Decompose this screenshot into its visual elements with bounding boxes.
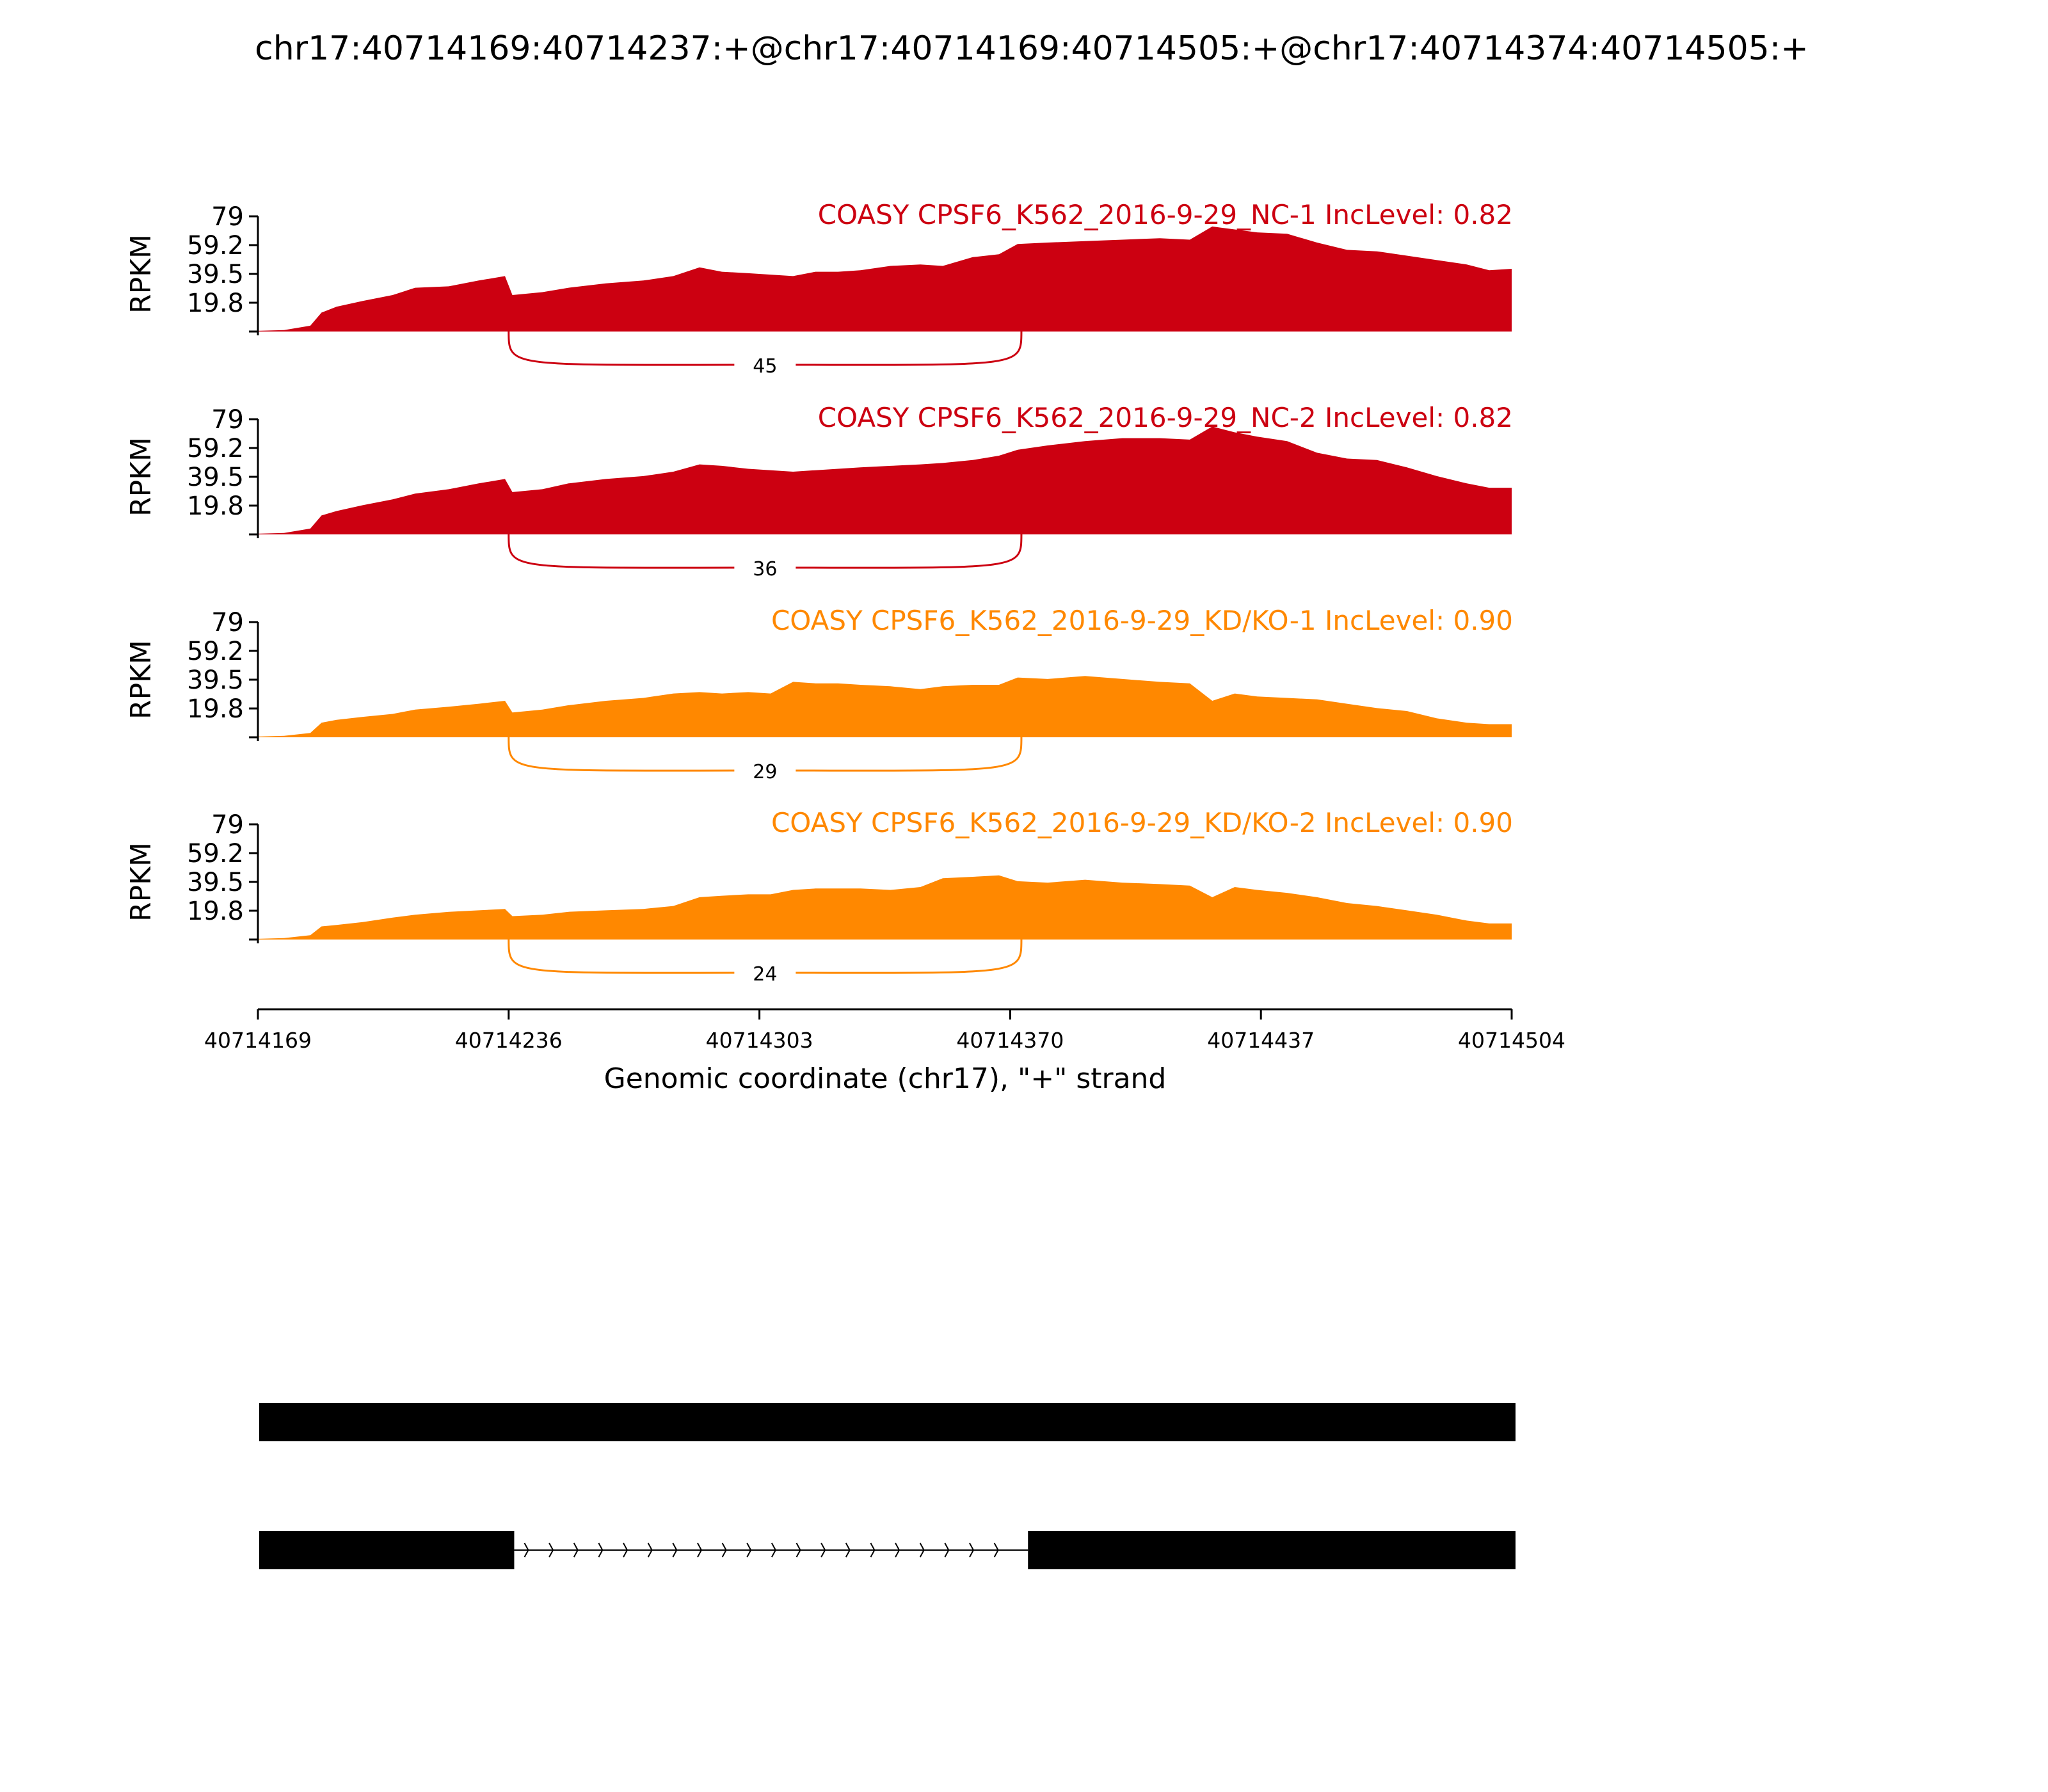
junction-count: 36 (753, 558, 777, 580)
junction-count-bg (734, 955, 796, 986)
sample-label: COASY CPSF6_K562_2016-9-29_KD/KO-1 IncLe… (771, 605, 1513, 636)
y-tick-label: 79 (211, 405, 244, 435)
x-tick-label: 40714236 (455, 1028, 563, 1053)
x-tick-label: 40714169 (204, 1028, 312, 1053)
y-tick-label: 19.8 (187, 289, 244, 318)
figure-title: chr17:40714169:40714237:+@chr17:40714169… (255, 29, 1809, 68)
y-tick-label: 59.2 (187, 839, 244, 868)
y-tick-label: 79 (211, 810, 244, 840)
y-tick-label: 79 (211, 202, 244, 232)
intron-arrow-icon (820, 1542, 826, 1558)
intron-arrow-icon (944, 1542, 950, 1558)
exon-block (259, 1403, 1516, 1441)
y-tick-label: 39.5 (187, 666, 244, 695)
sample-label: COASY CPSF6_K562_2016-9-29_NC-2 IncLevel… (818, 402, 1513, 433)
sample-label: COASY CPSF6_K562_2016-9-29_NC-1 IncLevel… (818, 199, 1513, 230)
intron-arrow-icon (919, 1542, 925, 1558)
sample-label: COASY CPSF6_K562_2016-9-29_KD/KO-2 IncLe… (771, 807, 1513, 838)
junction-count: 45 (753, 355, 777, 378)
x-axis: 40714169 40714236 40714303 40714370 40714437… (204, 1008, 1565, 1053)
junction-count: 24 (753, 963, 777, 986)
exon-block (1028, 1531, 1516, 1569)
y-axis-label: RPKM (125, 234, 157, 314)
y-axis-label: RPKM (125, 640, 157, 719)
y-tick-label: 59.2 (187, 434, 244, 463)
coverage-area (258, 676, 1512, 737)
y-tick-label: 19.8 (187, 897, 244, 926)
intron-arrow-icon (697, 1542, 703, 1558)
junction-count-bg (734, 550, 796, 580)
y-tick-label: 59.2 (187, 637, 244, 666)
intron-arrow-icon (647, 1542, 653, 1558)
junction-count: 29 (753, 761, 777, 783)
intron-arrow-icon (771, 1542, 776, 1558)
intron-arrow-icon (969, 1542, 975, 1558)
intron-arrow-icon (672, 1542, 678, 1558)
y-axis-label: RPKM (125, 842, 157, 922)
coverage-area (258, 426, 1512, 534)
x-axis-label: Genomic coordinate (chr17), "+" strand (604, 1062, 1167, 1095)
y-tick-label: 59.2 (187, 231, 244, 260)
junction-count-bg (734, 753, 796, 783)
intron-arrow-icon (845, 1542, 851, 1558)
intron-arrow-icon (573, 1542, 579, 1558)
x-tick-label: 40714303 (706, 1028, 813, 1053)
y-tick-label: 19.8 (187, 694, 244, 724)
gene-model-2 (259, 1531, 1516, 1569)
y-tick-label: 79 (211, 608, 244, 637)
x-tick-label: 40714437 (1207, 1028, 1315, 1053)
intron-arrow-icon (598, 1542, 604, 1558)
intron-arrow-icon (870, 1542, 876, 1558)
junction-count-bg (734, 347, 796, 378)
y-tick-label: 19.8 (187, 492, 244, 521)
y-tick-label: 39.5 (187, 868, 244, 897)
intron-arrow-icon (721, 1542, 727, 1558)
intron-arrow-icon (548, 1542, 554, 1558)
y-tick-label: 39.5 (187, 260, 244, 289)
intron-arrow-icon (895, 1542, 900, 1558)
intron-arrow-icon (524, 1542, 529, 1558)
coverage-area (258, 875, 1512, 940)
intron-arrow-icon (746, 1542, 752, 1558)
intron-arrow-icon (796, 1542, 801, 1558)
x-tick-label: 40714504 (1458, 1028, 1565, 1053)
coverage-area (258, 226, 1512, 332)
intron-arrow-icon (993, 1542, 999, 1558)
y-tick-label: 39.5 (187, 463, 244, 492)
intron-arrow-icon (623, 1542, 628, 1558)
gene-model-track (259, 1403, 1516, 1569)
y-axis-label: RPKM (125, 437, 157, 516)
exon-block (259, 1531, 515, 1569)
x-tick-label: 40714370 (956, 1028, 1064, 1053)
gene-model-1 (259, 1403, 1516, 1441)
